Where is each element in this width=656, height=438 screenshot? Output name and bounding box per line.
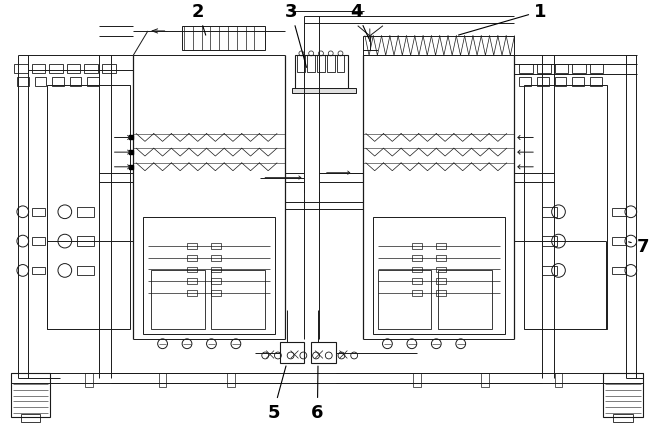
Bar [363, 37, 514, 56]
Bar [292, 88, 356, 93]
Bar [151, 271, 205, 329]
Bar [297, 56, 305, 73]
Bar [590, 65, 604, 74]
Bar [295, 56, 348, 90]
Bar [31, 267, 45, 275]
Bar [537, 65, 550, 74]
Bar [11, 373, 50, 417]
Bar [524, 85, 607, 329]
Bar [35, 78, 46, 86]
Bar [21, 414, 41, 422]
Bar [612, 208, 626, 216]
Bar [143, 217, 275, 334]
Bar [211, 290, 221, 296]
Bar [47, 85, 131, 329]
Bar [412, 255, 422, 261]
Bar [280, 342, 304, 364]
Text: 7: 7 [628, 237, 649, 255]
Bar [436, 255, 446, 261]
Text: 5: 5 [267, 366, 286, 421]
Bar [67, 65, 81, 74]
Bar [520, 78, 531, 86]
Bar [520, 65, 533, 74]
Bar [31, 65, 45, 74]
Bar [311, 342, 336, 364]
Bar [438, 271, 492, 329]
Bar [542, 237, 556, 247]
Bar [77, 266, 94, 276]
Bar [102, 65, 115, 74]
Bar [554, 373, 562, 387]
Bar [604, 373, 643, 417]
Bar [85, 373, 93, 387]
Text: 4: 4 [350, 3, 369, 39]
Bar [87, 78, 99, 86]
Bar [373, 217, 504, 334]
Text: 3: 3 [285, 3, 306, 68]
Bar [77, 208, 94, 217]
Bar [31, 238, 45, 245]
Bar [590, 78, 602, 86]
Bar [613, 414, 633, 422]
Bar [187, 244, 197, 249]
Bar [77, 237, 94, 247]
Bar [211, 271, 265, 329]
Bar [413, 373, 420, 387]
Bar [211, 244, 221, 249]
Bar [436, 279, 446, 284]
Bar [612, 267, 626, 275]
Bar [187, 255, 197, 261]
Bar [554, 78, 566, 86]
Bar [187, 279, 197, 284]
Bar [307, 56, 315, 73]
Bar [187, 290, 197, 296]
Bar [211, 279, 221, 284]
Bar [572, 65, 586, 74]
Bar [412, 279, 422, 284]
Bar [182, 27, 265, 51]
Bar [327, 56, 335, 73]
Bar [378, 271, 432, 329]
Text: 2: 2 [192, 3, 206, 36]
Bar [436, 290, 446, 296]
Bar [436, 267, 446, 273]
Bar [554, 65, 568, 74]
Bar [227, 373, 235, 387]
Bar [49, 65, 63, 74]
Bar [211, 255, 221, 261]
Bar [337, 56, 344, 73]
Bar [542, 266, 556, 276]
Bar [211, 267, 221, 273]
Bar [482, 373, 489, 387]
Bar [412, 267, 422, 273]
Bar [159, 373, 167, 387]
Bar [85, 65, 98, 74]
Bar [317, 56, 325, 73]
Bar [412, 244, 422, 249]
Bar [187, 267, 197, 273]
Text: 1: 1 [459, 3, 546, 36]
Bar [17, 78, 29, 86]
Bar [537, 78, 548, 86]
Bar [412, 290, 422, 296]
Bar [31, 208, 45, 216]
Bar [70, 78, 81, 86]
Bar [542, 208, 556, 217]
Text: 6: 6 [311, 366, 323, 421]
Bar [436, 244, 446, 249]
Bar [52, 78, 64, 86]
Bar [612, 238, 626, 245]
Bar [572, 78, 584, 86]
Bar [14, 65, 28, 74]
